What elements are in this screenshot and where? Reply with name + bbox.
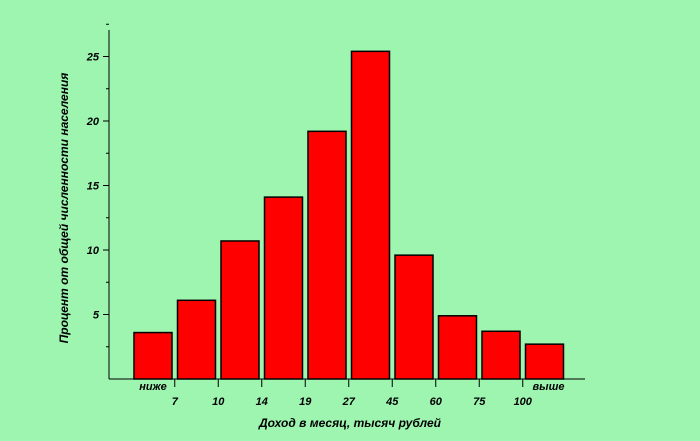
y-ticks-group: 5 10 15 20 25 [86, 23, 109, 348]
x-tick-label: 45 [385, 396, 399, 408]
bar-7 [394, 254, 434, 380]
y-tick-label: 5 [93, 310, 100, 322]
y-axis-title: Процент от общей численности населения [57, 73, 71, 344]
x-tick-label: 7 [172, 396, 179, 408]
x-end-label-left: ниже [139, 381, 167, 393]
x-tick-label: 75 [473, 396, 486, 408]
bar-8 [437, 315, 478, 380]
bar-4 [263, 196, 304, 380]
x-axis-title: Доход в месяц, тысяч рублей [258, 416, 442, 430]
x-tick-label: 100 [514, 396, 533, 408]
x-tick-label: 60 [430, 396, 443, 408]
bar-9 [481, 330, 521, 380]
bar-10 [524, 343, 565, 380]
bars-group [133, 50, 565, 380]
x-tick-label: 19 [299, 396, 312, 408]
bar-5 [307, 130, 347, 380]
bar-6 [350, 50, 391, 380]
x-ticks-group: 7 10 14 19 27 45 60 75 100 ниже выше [139, 379, 564, 408]
y-tick-label: 25 [86, 52, 100, 64]
y-tick-label: 15 [87, 181, 100, 193]
y-tick-label: 20 [86, 116, 100, 128]
bar-1 [133, 331, 173, 380]
x-tick-label: 14 [256, 396, 268, 408]
bar-2 [176, 299, 217, 380]
axes-group [108, 30, 585, 380]
bar-3 [220, 240, 260, 380]
x-tick-label: 27 [342, 396, 356, 408]
y-tick-label: 10 [87, 245, 100, 257]
x-end-label-right: выше [533, 381, 565, 393]
x-tick-label: 10 [212, 396, 225, 408]
